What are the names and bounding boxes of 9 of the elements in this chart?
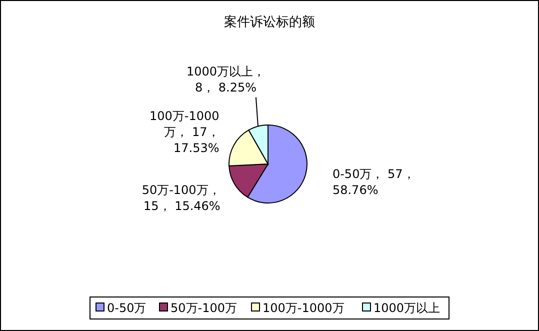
legend-label: 50万-100万 — [170, 301, 238, 315]
data-label: 1000万以上， 8， 8.25% — [186, 64, 266, 95]
data-label: 0-50万， 57， 58.76% — [332, 167, 415, 198]
chart-title: 案件诉讼标的额 — [224, 14, 315, 30]
data-label: 100万-1000 万， 17， 17.53% — [149, 108, 220, 155]
legend-label: 0-50万 — [107, 301, 146, 315]
legend-label: 100万-1000万 — [262, 301, 344, 315]
data-label: 50万-100万， 15， 15.46% — [142, 183, 220, 214]
legend-label: 1000万以上 — [374, 301, 440, 315]
